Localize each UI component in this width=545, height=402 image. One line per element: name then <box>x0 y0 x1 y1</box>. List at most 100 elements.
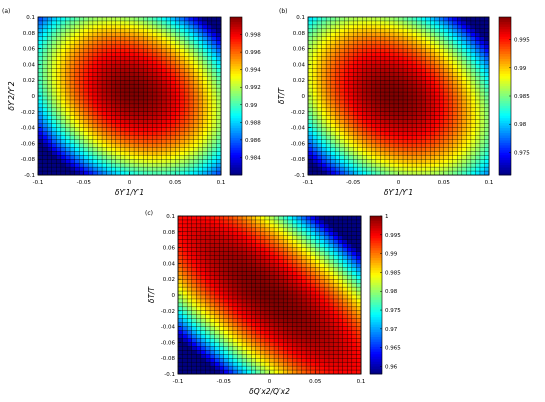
heatmap-cell <box>470 103 476 109</box>
heatmap-cell <box>264 350 270 355</box>
heatmap-cell <box>353 107 359 113</box>
heatmap-cell <box>301 219 307 225</box>
heatmap-cell <box>344 139 350 144</box>
heatmap-cell <box>56 123 62 129</box>
heatmap-cell <box>69 115 76 121</box>
heatmap-cell <box>402 72 409 77</box>
heatmap-cell <box>232 365 238 371</box>
heatmap-cell <box>165 166 172 172</box>
heatmap-cell <box>434 123 440 129</box>
heatmap-cell <box>216 107 222 113</box>
heatmap-cell <box>393 48 399 54</box>
heatmap-cell <box>143 155 149 160</box>
heatmap-cell <box>97 36 103 42</box>
heatmap-cell <box>398 111 404 117</box>
heatmap-cell <box>348 131 354 136</box>
heatmap-cell <box>237 361 243 367</box>
heatmap-cell <box>269 235 275 241</box>
heatmap-cell <box>232 302 238 308</box>
heatmap-cell <box>179 56 185 61</box>
heatmap-cell <box>321 52 327 57</box>
heatmap-cell <box>366 115 372 121</box>
heatmap-cell <box>143 119 149 125</box>
heatmap-cell <box>273 271 280 276</box>
heatmap-cell <box>138 32 144 38</box>
heatmap-cell <box>324 215 330 221</box>
heatmap-cell <box>398 52 404 57</box>
heatmap-cell <box>37 52 44 57</box>
heatmap-cell <box>175 159 181 164</box>
heatmap-cell <box>273 338 280 343</box>
heatmap-cell <box>232 310 238 316</box>
heatmap-cell <box>448 68 454 73</box>
heatmap-cell <box>182 350 188 355</box>
heatmap-cell <box>101 159 108 164</box>
heatmap-cell <box>434 162 440 168</box>
heatmap-cell <box>188 115 195 121</box>
heatmap-cell <box>353 131 359 136</box>
heatmap-cell <box>74 48 80 54</box>
heatmap-cell <box>448 56 454 61</box>
heatmap-cell <box>301 298 307 304</box>
heatmap-cell <box>83 111 89 117</box>
heatmap-cell <box>457 107 463 113</box>
colorbar-segment <box>230 155 242 159</box>
heatmap-cell <box>324 271 330 276</box>
colorbar-segment <box>499 167 511 171</box>
heatmap-cell <box>65 111 71 117</box>
heatmap-cell <box>384 16 390 22</box>
heatmap-cell <box>457 95 463 101</box>
heatmap-cell <box>325 135 332 140</box>
heatmap-cell <box>283 223 289 229</box>
heatmap-cell <box>269 215 275 221</box>
x-tick-label: 0.1 <box>217 180 226 186</box>
heatmap-cell <box>389 48 395 54</box>
heatmap-cell <box>479 143 485 148</box>
heatmap-cell <box>384 87 390 93</box>
heatmap-cell <box>92 72 98 77</box>
heatmap-cell <box>196 255 202 260</box>
heatmap-cell <box>416 83 422 89</box>
heatmap-cell <box>214 251 220 256</box>
heatmap-cell <box>470 159 476 164</box>
heatmap-cell <box>124 91 130 97</box>
heatmap-cell <box>101 32 108 38</box>
heatmap-cell <box>339 162 345 168</box>
heatmap-cell <box>407 166 413 172</box>
heatmap-cell <box>443 131 449 136</box>
heatmap-cell <box>179 80 185 85</box>
heatmap-cell <box>366 95 372 101</box>
heatmap-cell <box>51 103 57 109</box>
heatmap-cell <box>375 131 381 136</box>
heatmap-cell <box>398 99 404 105</box>
heatmap-cell <box>186 310 193 316</box>
heatmap-cell <box>439 68 445 73</box>
heatmap-cell <box>60 36 66 42</box>
heatmap-cell <box>193 36 199 42</box>
heatmap-cell <box>371 44 377 50</box>
heatmap-cell <box>384 40 390 46</box>
y-tick-label: -0.06 <box>291 141 306 147</box>
heatmap-cell <box>425 44 431 50</box>
heatmap-cell <box>287 342 293 347</box>
heatmap-cell <box>324 302 330 308</box>
heatmap-cell <box>106 83 112 89</box>
heatmap-cell <box>106 131 112 136</box>
heatmap-cell <box>92 40 98 46</box>
heatmap-cell <box>191 219 197 225</box>
heatmap-cell <box>46 95 53 101</box>
heatmap-cell <box>209 239 216 245</box>
heatmap-cell <box>393 64 399 69</box>
heatmap-cell <box>251 354 257 359</box>
heatmap-cell <box>175 48 181 54</box>
heatmap-cell <box>305 346 312 351</box>
heatmap-cell <box>196 326 202 332</box>
heatmap-cell <box>193 52 199 57</box>
heatmap-cell <box>342 275 348 280</box>
heatmap-cell <box>69 107 76 113</box>
heatmap-cell <box>196 263 202 268</box>
colorbar-segment <box>230 142 242 146</box>
heatmap-cell <box>97 44 103 50</box>
heatmap-cell <box>197 44 204 50</box>
heatmap-cell <box>310 365 316 371</box>
